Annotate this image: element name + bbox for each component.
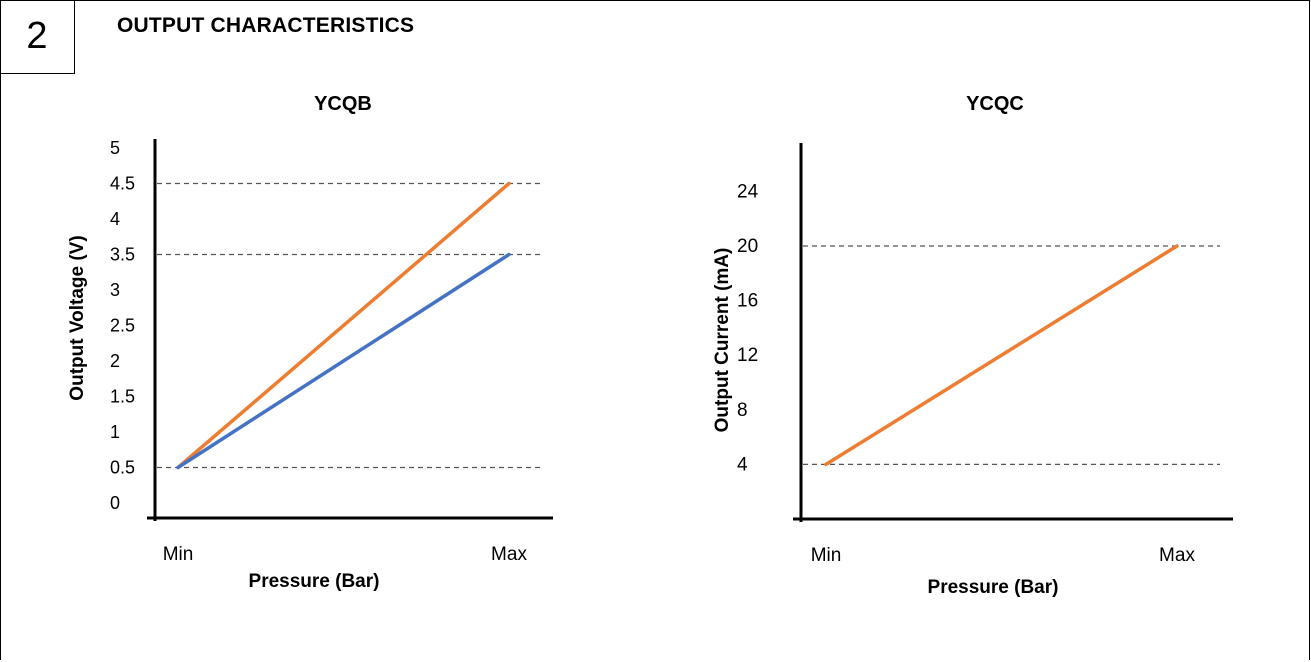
chart-0: YCQB 0 0.5 1 1.5 2 2.5 3 3.5 4 4.5 5 Min Max Pressure … [67, 93, 553, 592]
x-tick-label: Min [811, 545, 842, 566]
y-tick-label: 24 [737, 181, 759, 202]
y-tick-label: 12 [737, 345, 758, 366]
x-axis-label: Pressure (Bar) [928, 577, 1059, 598]
series-line-0 [824, 244, 1179, 467]
series-line-1 [176, 252, 511, 470]
y-tick-label: 4.5 [110, 174, 135, 194]
y-axis-label: Output Voltage (V) [67, 235, 88, 400]
y-tick-label: 16 [737, 291, 758, 312]
y-tick-label: 1 [110, 422, 120, 442]
y-tick-label: 3.5 [110, 245, 135, 265]
y-tick-label: 2.5 [110, 316, 135, 336]
section-number: 2 [0, 0, 75, 74]
x-tick-label: Min [163, 544, 194, 565]
y-tick-label: 0 [110, 493, 120, 513]
y-axis-label: Output Current (mA) [712, 248, 733, 433]
y-tick-label: 20 [737, 236, 758, 257]
y-tick-label: 3 [110, 280, 120, 300]
y-tick-label: 0.5 [110, 458, 135, 478]
series-line-0 [176, 181, 511, 470]
y-tick-label: 4 [737, 454, 748, 475]
chart-title: YCQB [314, 93, 372, 115]
chart-title: YCQC [966, 93, 1024, 115]
section-title: OUTPUT CHARACTERISTICS [117, 14, 415, 37]
y-tick-label: 1.5 [110, 387, 135, 407]
chart-1: YCQC 4 8 12 16 20 24 Min Max Pressure (Bar) Output… [712, 93, 1233, 598]
y-tick-label: 8 [737, 400, 748, 421]
x-axis-label: Pressure (Bar) [249, 571, 380, 592]
x-tick-label: Max [1159, 545, 1195, 566]
y-tick-label: 2 [110, 351, 120, 371]
y-tick-label: 5 [110, 138, 120, 158]
x-tick-label: Max [491, 544, 527, 565]
y-tick-label: 4 [110, 209, 120, 229]
